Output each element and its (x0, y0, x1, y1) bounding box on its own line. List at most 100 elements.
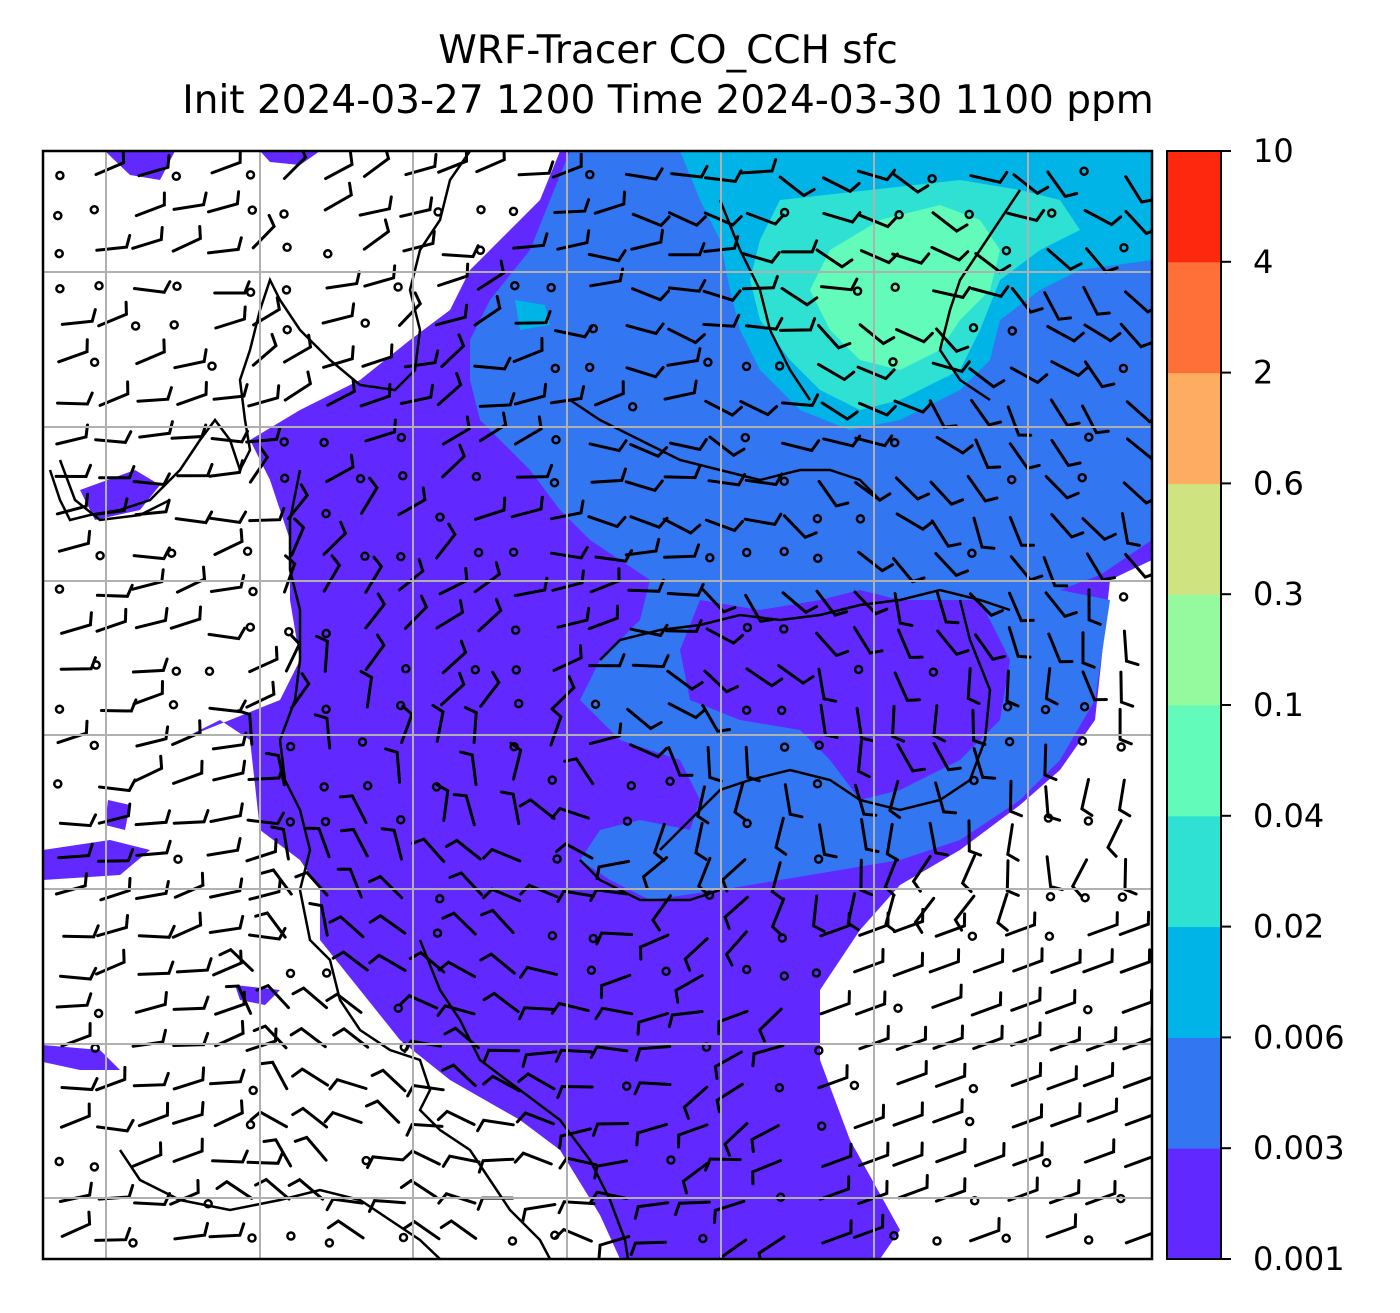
wind-barb (774, 816, 788, 856)
wind-barb (631, 287, 671, 302)
wind-barb (363, 264, 397, 288)
wind-barb (521, 1050, 558, 1068)
wind-barb (733, 781, 747, 821)
calm-wind-marker (245, 1120, 256, 1130)
wind-barb (326, 1219, 365, 1240)
wind-barb (1081, 404, 1110, 435)
wind-barb (384, 747, 402, 784)
wind-barb (1009, 366, 1049, 385)
wind-barb (744, 472, 784, 487)
wind-barb (666, 582, 705, 597)
wind-barb (98, 380, 130, 407)
title-line-1: WRF-Tracer CO_CCH sfc (438, 28, 898, 73)
calm-wind-marker (927, 173, 937, 184)
calm-wind-marker (774, 361, 785, 371)
wind-barb (459, 750, 478, 787)
wind-barb (815, 631, 850, 658)
wind-barb (287, 1177, 325, 1201)
wind-barb (499, 790, 521, 826)
calm-wind-marker (320, 816, 331, 827)
calm-wind-marker (95, 550, 105, 561)
wind-barb (411, 837, 446, 863)
colorbar-tick-label: 0.1 (1253, 686, 1304, 724)
calm-wind-marker (777, 933, 788, 943)
wind-barb (176, 462, 214, 478)
wind-barb (556, 1084, 594, 1100)
colorbar-tick-label: 10 (1253, 132, 1294, 170)
wind-barb (259, 1060, 289, 1091)
wind-barb (891, 704, 906, 743)
wind-barb (435, 522, 457, 560)
wind-barb (56, 391, 94, 406)
wind-barb (509, 741, 523, 781)
calm-wind-marker (93, 1008, 104, 1019)
wind-barb (550, 1001, 590, 1015)
wind-barb (636, 1012, 670, 1036)
wind-barb (336, 867, 363, 899)
calm-wind-marker (813, 553, 823, 564)
calm-wind-marker (742, 818, 752, 829)
wind-barb (770, 861, 784, 901)
wind-barb (245, 838, 278, 863)
wind-barb (207, 236, 243, 255)
calm-wind-marker (889, 437, 900, 448)
wind-barb (634, 1045, 672, 1062)
wind-barb (59, 966, 98, 981)
calm-wind-marker (321, 704, 331, 715)
wind-barb (324, 151, 354, 181)
calm-wind-marker (282, 324, 292, 335)
wind-barb (209, 1068, 246, 1086)
wind-barb (895, 1025, 928, 1051)
coastlines (48, 151, 1022, 1259)
wind-barb (857, 401, 897, 417)
wind-barb (175, 957, 213, 974)
calm-wind-marker (475, 245, 486, 256)
calm-wind-marker (1001, 1233, 1011, 1244)
wind-barb (207, 626, 247, 641)
wind-barb (1085, 552, 1116, 582)
calm-wind-marker (1044, 931, 1055, 942)
wind-barb (1007, 626, 1032, 659)
wind-barb (134, 809, 171, 827)
wind-barb (936, 591, 960, 625)
wind-barb (519, 965, 558, 979)
wind-barb (289, 1026, 327, 1049)
wind-barb (931, 360, 971, 374)
wind-barb (480, 908, 515, 934)
wind-barb (855, 707, 875, 743)
calm-wind-marker (395, 815, 406, 825)
wind-barb (207, 190, 241, 214)
calm-wind-marker (89, 740, 100, 751)
wind-barb (969, 170, 1009, 184)
calm-wind-marker (319, 782, 329, 792)
wind-barb (213, 280, 251, 295)
wind-barb (858, 323, 896, 346)
wind-barb (1124, 1155, 1152, 1169)
wind-barb (325, 992, 363, 1014)
wind-barb (136, 386, 173, 403)
wind-barb (815, 248, 854, 269)
wind-barb (681, 1161, 709, 1195)
wind-barb (720, 858, 747, 893)
wind-barb (171, 225, 202, 253)
wind-barb (515, 463, 554, 479)
wind-barb (663, 379, 698, 401)
coastline (599, 588, 1011, 661)
calm-wind-marker (89, 357, 100, 368)
calm-wind-marker (396, 551, 406, 562)
wind-barb (1119, 948, 1152, 974)
wind-barb (852, 1213, 885, 1239)
wind-barb (437, 960, 477, 979)
calm-wind-marker (1080, 892, 1090, 903)
calm-wind-marker (1043, 813, 1054, 823)
calm-wind-marker (471, 471, 482, 482)
calm-wind-marker (622, 816, 633, 826)
wind-barb (305, 826, 331, 859)
calm-wind-marker (1004, 736, 1015, 747)
wind-barb (854, 434, 894, 448)
wind-barb (399, 196, 434, 218)
wind-barb (696, 785, 710, 825)
wind-barb (60, 308, 97, 326)
wind-barb (817, 324, 852, 350)
wind-barb (1006, 405, 1033, 437)
